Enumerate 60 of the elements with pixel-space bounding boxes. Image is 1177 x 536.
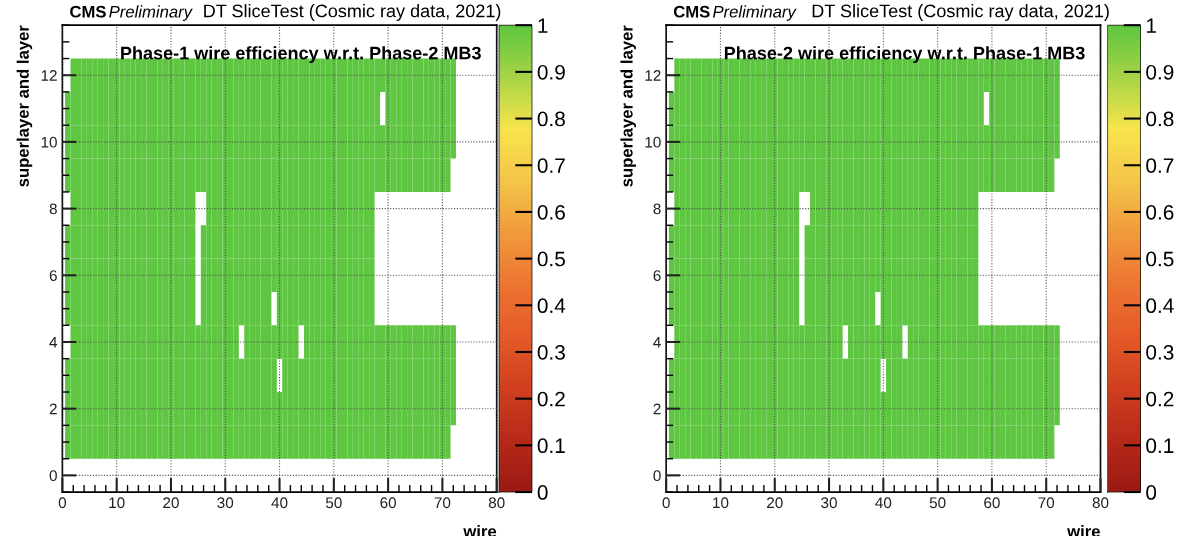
- color-bar-label: 0.5: [1146, 251, 1174, 267]
- x-tick-label: 40: [271, 497, 288, 509]
- x-tick-label: 50: [929, 497, 946, 509]
- x-tick-label: 20: [163, 497, 179, 509]
- y-tick-label: 6: [49, 270, 57, 281]
- color-bar-label: 0.2: [1146, 391, 1174, 407]
- y-tick-label: 10: [41, 136, 57, 148]
- x-tick-label: 0: [58, 497, 67, 509]
- color-bar-label: 0.7: [1146, 158, 1174, 173]
- x-tick-label: 80: [1092, 497, 1109, 509]
- y-tick-label: 12: [645, 70, 661, 81]
- y-tick-label: 4: [49, 337, 58, 348]
- x-tick-label: 10: [713, 497, 729, 509]
- text: DT SliceTest (Cosmic ray data, 2021): [204, 4, 501, 21]
- x-tick-label: 60: [380, 497, 397, 509]
- color-bar-label: 0.8: [1146, 111, 1174, 127]
- text: Preliminary: [109, 5, 193, 21]
- x-tick-label: 10: [109, 497, 125, 509]
- color-bar-label: 0.4: [537, 298, 566, 314]
- x-tick-label: 40: [875, 497, 892, 509]
- text: Preliminary: [712, 5, 797, 21]
- y-tick-label: 12: [41, 70, 57, 81]
- y-tick-label: 0: [49, 470, 57, 482]
- color-bar-label: 0.9: [1146, 64, 1174, 80]
- x-tick-label: 80: [488, 497, 505, 509]
- color-bar-label: 0.7: [537, 158, 565, 173]
- color-bar-label: 0.4: [1146, 298, 1174, 314]
- color-bar-label: 0.3: [537, 344, 565, 360]
- y-tick-label: 2: [653, 403, 661, 415]
- x-tick-label: 60: [984, 497, 1000, 509]
- color-bar-label: 1: [1146, 18, 1156, 33]
- color-bar-label: 0.1: [1146, 438, 1174, 454]
- y-tick-label: 8: [653, 203, 661, 215]
- y-tick-label: 8: [49, 203, 57, 215]
- x-tick-label: 30: [217, 497, 234, 509]
- text: DT SliceTest (Cosmic ray data, 2021): [812, 4, 1109, 21]
- color-bar-label: 0.8: [537, 111, 565, 127]
- color-bar-label: 0.3: [1146, 344, 1174, 360]
- y-tick-label: 0: [653, 470, 661, 482]
- y-axis-title: superlayer and layer: [620, 25, 636, 187]
- color-bar-label: 0.6: [537, 204, 565, 220]
- color-bar-label: 1: [538, 18, 548, 33]
- y-tick-label: 10: [645, 136, 661, 148]
- text: CMS: [673, 5, 710, 18]
- color-bar-label: 0.9: [537, 64, 565, 80]
- color-bar-label: 0.5: [537, 251, 565, 267]
- color-bar-label: 0.2: [537, 391, 565, 407]
- x-tick-label: 30: [821, 497, 837, 509]
- x-tick-label: 70: [1038, 497, 1055, 509]
- x-tick-label: 0: [662, 497, 670, 509]
- text: CMS: [70, 5, 106, 18]
- y-axis-title: superlayer and layer: [16, 25, 33, 187]
- y-tick-label: 4: [653, 337, 661, 348]
- x-tick-label: 70: [434, 497, 451, 509]
- color-bar-label: 0.6: [1146, 204, 1174, 220]
- color-bar-label: 0.1: [537, 438, 565, 454]
- y-tick-label: 2: [49, 403, 57, 415]
- y-tick-label: 6: [653, 270, 661, 281]
- x-tick-label: 50: [325, 497, 342, 509]
- x-tick-label: 20: [767, 497, 783, 509]
